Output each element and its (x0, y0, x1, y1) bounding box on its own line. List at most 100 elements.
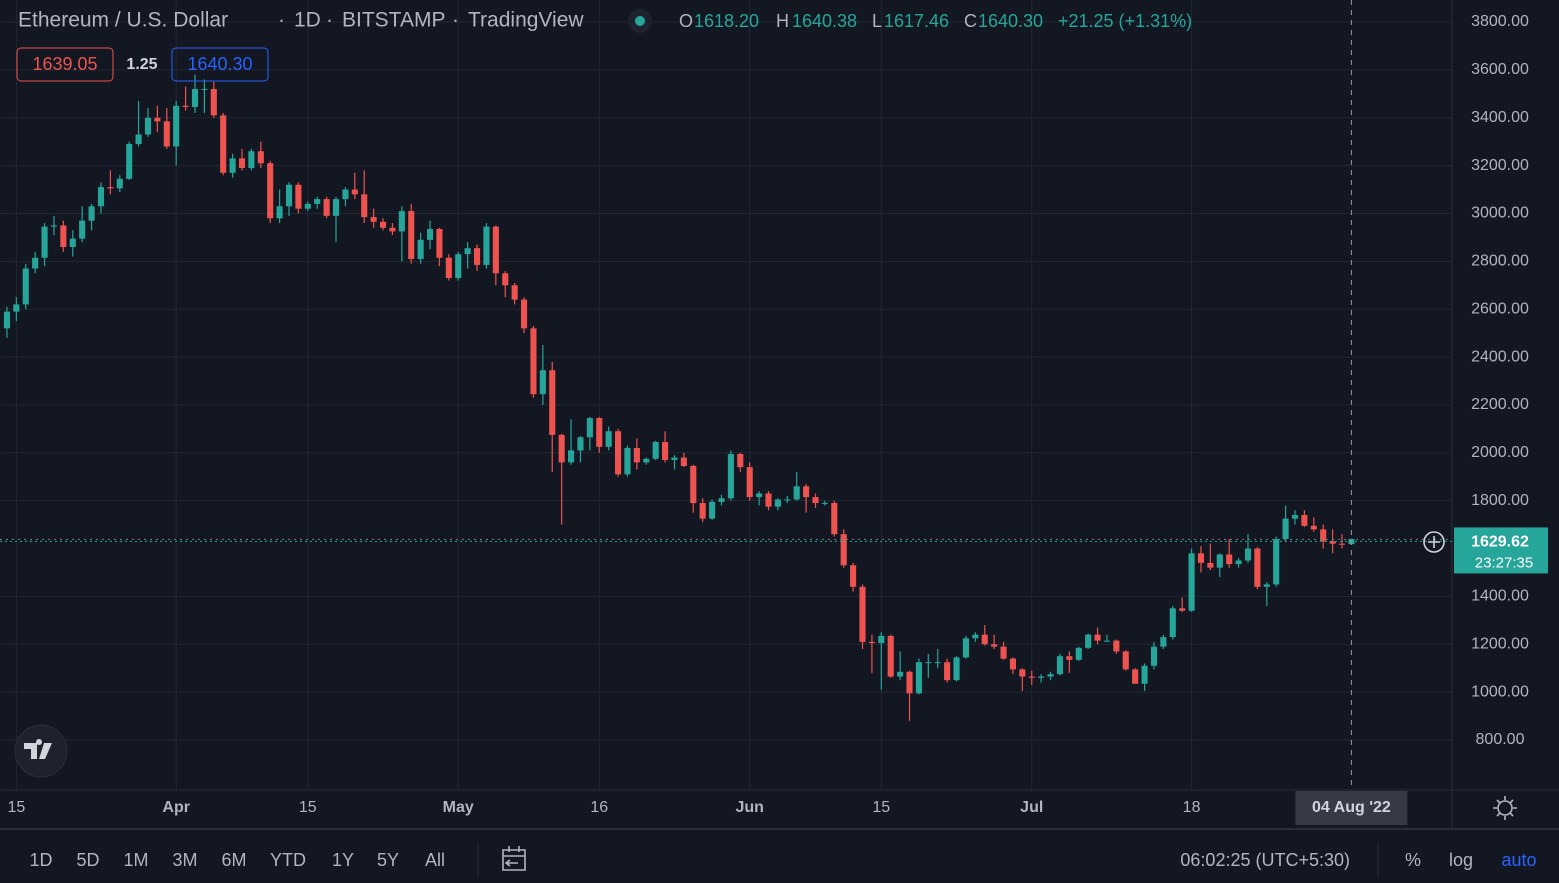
log-toggle[interactable]: log (1449, 850, 1473, 870)
candle-body (417, 239, 424, 259)
candle-body (1188, 553, 1195, 611)
candle-body (1075, 647, 1082, 660)
candle-body (248, 151, 255, 169)
candle-body (586, 418, 593, 438)
symbol[interactable]: Ethereum / U.S. Dollar (18, 9, 228, 32)
candle-body (163, 121, 170, 147)
candle-body (1216, 554, 1223, 568)
axes: 800.00 1000.00 1200.00 1400.00 1800.00 2000.0… (0, 0, 1548, 825)
candle-body (539, 370, 546, 395)
candle-body (1254, 548, 1261, 587)
legend-value: 1640.30 (978, 11, 1043, 31)
candle-body (116, 178, 123, 189)
candle-body (464, 248, 471, 255)
settings-icon[interactable] (1497, 800, 1513, 816)
candle-body (1000, 646, 1007, 659)
y-tick-label: 3000.00 (1471, 205, 1529, 222)
exchange: BITSTAMP (342, 9, 445, 32)
candle-body (3, 311, 11, 329)
ask[interactable]: 1640.30 (187, 54, 252, 74)
candle-body (615, 431, 622, 475)
candle-body (41, 226, 48, 258)
candle-body (144, 117, 152, 135)
candle-body (1301, 515, 1308, 526)
candle-body (267, 163, 274, 219)
candle-body (182, 105, 189, 107)
sep: · (326, 9, 333, 32)
candle-body (1244, 548, 1252, 561)
candle-body (962, 638, 969, 658)
candle-body (680, 457, 687, 466)
buy-box[interactable] (171, 47, 269, 82)
candle-body (944, 662, 951, 681)
candle-body (445, 257, 452, 279)
range-button[interactable]: 6M (221, 850, 246, 870)
settings-teeth (1493, 796, 1517, 820)
y-tick-label: 2400.00 (1471, 348, 1529, 365)
candle-body (1066, 656, 1073, 660)
y-tick-label: 3400.00 (1471, 109, 1529, 126)
source: TradingView (468, 9, 584, 32)
candle-body (69, 238, 76, 247)
range-button[interactable]: 1M (123, 850, 148, 870)
countdown: 23:27:35 (1475, 554, 1533, 571)
candle-body (285, 184, 293, 207)
candle-body (1028, 676, 1035, 678)
candle-body (699, 503, 706, 519)
x-tick-label: Jun (735, 799, 763, 816)
toolbar: 1D 5D 1M 3M 6M YTD 1Y 5Y All (29, 850, 445, 870)
range-button[interactable]: 1Y (332, 850, 354, 870)
bid[interactable]: 1639.05 (32, 54, 97, 74)
candle-body (934, 662, 941, 664)
candle-body (878, 635, 885, 644)
candle-body (558, 434, 565, 463)
range-button[interactable]: 1D (29, 850, 52, 870)
candle-body (13, 304, 20, 312)
sell-box[interactable] (16, 47, 114, 82)
candle-body (342, 189, 349, 200)
percent-toggle[interactable]: % (1405, 850, 1421, 870)
range-button[interactable]: All (425, 850, 445, 870)
candle-body (1085, 634, 1092, 648)
legend-value: 1640.38 (792, 11, 857, 31)
candle-body (22, 268, 29, 305)
y-tick-label: 2000.00 (1471, 444, 1529, 461)
candle-body (727, 453, 734, 499)
legend-change: +21.25 (+1.31%) (1058, 11, 1192, 31)
candle-body (79, 220, 86, 239)
range-button[interactable]: 3M (172, 850, 197, 870)
candle-body (201, 89, 208, 91)
legend-key: C (964, 11, 977, 31)
range-button[interactable]: 5Y (377, 850, 399, 870)
candle-body (1169, 608, 1176, 638)
candle-body (173, 105, 180, 147)
candle-body (50, 225, 58, 227)
range-button[interactable]: YTD (270, 850, 306, 870)
candle-body (887, 635, 894, 677)
range-button[interactable]: 5D (76, 850, 99, 870)
y-tick-label: 3200.00 (1471, 157, 1529, 174)
candle-body (60, 225, 67, 247)
y-tick-label: 1000.00 (1471, 683, 1529, 700)
logo-bg[interactable] (14, 724, 68, 778)
candle-body (351, 189, 358, 195)
candle-body (1019, 669, 1026, 677)
candle-body (859, 586, 866, 642)
candle-body (511, 285, 518, 300)
candle-body (304, 203, 311, 209)
candle-body (925, 662, 932, 664)
candle-body (154, 117, 161, 122)
candle-body (1113, 640, 1120, 652)
candle-body (483, 226, 490, 265)
auto-toggle[interactable]: auto (1501, 850, 1536, 870)
y-tick-label: 3600.00 (1471, 61, 1529, 78)
x-tick-label: 16 (590, 799, 608, 816)
plus-icon[interactable] (1423, 531, 1445, 553)
candle-body (126, 144, 133, 179)
candle-body (812, 497, 819, 504)
goto-date-icon[interactable] (502, 846, 526, 871)
candle-body (1103, 640, 1111, 642)
ohlc-legend: O 1618.20 H 1640.38 L 1617.46 C 1640.30 … (679, 11, 1192, 31)
candle-body (1329, 541, 1336, 544)
